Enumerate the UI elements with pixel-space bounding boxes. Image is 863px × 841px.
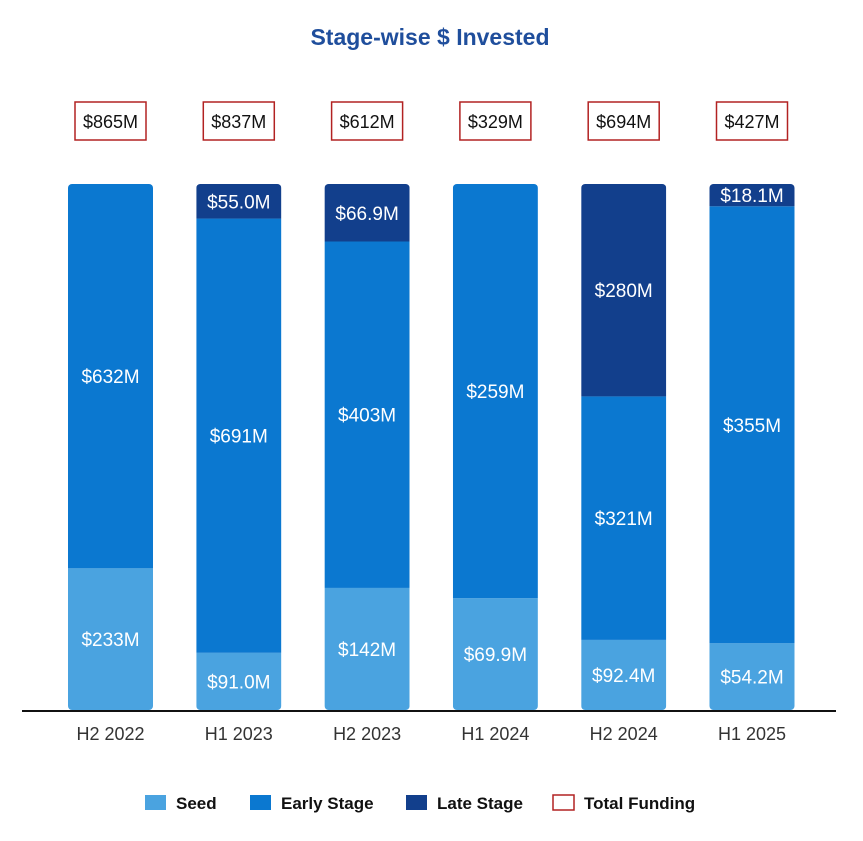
bar-late-stage-5 [581, 184, 667, 397]
totals-layer: $865M $837M $612M $329M $694M $427M [74, 101, 789, 141]
bar-late-stage-3 [324, 184, 410, 242]
x-tick-label-4: H1 2024 [461, 724, 529, 744]
bar-seed-5 [581, 639, 667, 710]
data-label-early-stage-4: $259M [466, 382, 524, 403]
legend-swatch-early-stage [250, 795, 271, 810]
legend-label-late-stage: Late Stage [437, 794, 523, 813]
bar-seed-6 [709, 643, 795, 710]
bar-early-stage-1 [68, 184, 153, 569]
data-label-late-stage-5: $280M [595, 281, 653, 302]
data-label-early-stage-3: $403M [338, 406, 396, 427]
bar-stack-1 [68, 184, 153, 710]
data-label-seed-3: $142M [338, 640, 396, 661]
total-funding-box-4 [459, 101, 532, 141]
data-label-seed-6: $54.2M [720, 668, 783, 689]
data-label-early-stage-5: $321M [595, 509, 653, 530]
bar-stack-2 [196, 184, 282, 710]
total-funding-box-1 [74, 101, 147, 141]
bar-early-stage-5 [581, 396, 667, 640]
bar-early-stage-6 [709, 206, 795, 644]
data-label-early-stage-6: $355M [723, 416, 781, 437]
x-tick-label-1: H2 2022 [76, 724, 144, 744]
total-funding-label-6: $427M [724, 112, 779, 132]
bar-seed-2 [196, 652, 282, 710]
legend-label-seed: Seed [176, 794, 217, 813]
data-label-seed-1: $233M [81, 630, 139, 651]
bar-stack-4 [452, 184, 538, 710]
data-label-early-stage-2: $691M [210, 427, 268, 448]
total-funding-box-5 [587, 101, 660, 141]
x-axis-labels: H2 2022 H1 2023 H2 2023 H1 2024 H2 2024 H1 20… [76, 724, 786, 744]
bar-seed-3 [324, 587, 410, 710]
data-label-seed-4: $69.9M [464, 645, 527, 666]
chart-title: Stage-wise $ Invested [310, 24, 549, 50]
bar-early-stage-2 [196, 218, 282, 653]
legend-label-early-stage: Early Stage [281, 794, 374, 813]
total-funding-label-4: $329M [468, 112, 523, 132]
x-tick-label-2: H1 2023 [205, 724, 273, 744]
bar-stack-5 [581, 184, 667, 710]
bars-layer: $233M $632M $91.0M $691M $55.0M $142M $403M $66… [68, 184, 795, 710]
legend-label-total-funding: Total Funding [584, 794, 695, 813]
total-funding-box-6 [715, 101, 789, 141]
total-funding-box-3 [330, 101, 404, 141]
bar-seed-1 [68, 568, 153, 710]
bar-late-stage-2 [196, 184, 282, 219]
bar-seed-4 [452, 598, 538, 710]
total-funding-box-2 [202, 101, 276, 141]
data-label-seed-2: $91.0M [207, 672, 270, 693]
bar-stack-6 [709, 184, 795, 710]
legend: Seed Early Stage Late Stage Total Funding [145, 794, 695, 813]
legend-swatch-total-funding [552, 794, 575, 811]
total-funding-label-2: $837M [211, 112, 266, 132]
legend-swatch-late-stage [406, 795, 427, 810]
bar-early-stage-4 [452, 184, 538, 599]
data-label-seed-5: $92.4M [592, 666, 655, 687]
data-label-early-stage-1: $632M [81, 367, 139, 388]
total-funding-label-3: $612M [340, 112, 395, 132]
legend-swatch-seed [145, 795, 166, 810]
bar-early-stage-3 [324, 241, 410, 588]
data-label-late-stage-2: $55.0M [207, 192, 270, 213]
bar-late-stage-6 [709, 184, 795, 207]
data-label-late-stage-3: $66.9M [335, 204, 398, 225]
data-label-late-stage-6: $18.1M [720, 186, 783, 207]
bar-stack-3 [324, 184, 410, 710]
x-tick-label-5: H2 2024 [590, 724, 658, 744]
total-funding-label-5: $694M [596, 112, 651, 132]
x-tick-label-3: H2 2023 [333, 724, 401, 744]
total-funding-label-1: $865M [83, 112, 138, 132]
x-tick-label-6: H1 2025 [718, 724, 786, 744]
